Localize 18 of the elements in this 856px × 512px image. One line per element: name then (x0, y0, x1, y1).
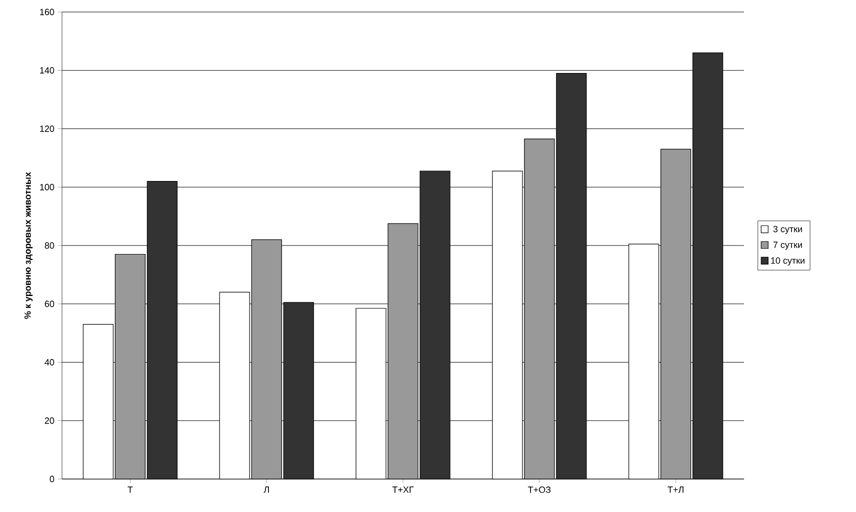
y-tick-label: 100 (40, 184, 54, 190)
legend-label: 7 сутки (773, 242, 802, 250)
x-tick-label: Л (264, 486, 269, 493)
y-axis-title: % к уровню здоровых животных (24, 172, 33, 319)
y-tick-label: 120 (40, 126, 54, 132)
x-tick-label: Т+ХГ (392, 486, 414, 493)
x-tick-label: Т+Л (668, 486, 684, 493)
x-tick-label: Т (128, 486, 133, 493)
legend-label: 10 сутки (771, 257, 804, 266)
y-tick-label: 60 (44, 300, 54, 308)
y-tick-label: 0 (50, 476, 54, 482)
y-tick-label: 160 (40, 8, 54, 16)
legend-label: 3 сутки (773, 226, 802, 234)
y-tick-label: 20 (44, 417, 54, 424)
x-tick-label: Т+ОЗ (528, 486, 551, 493)
y-tick-label: 80 (44, 242, 54, 249)
y-tick-label: 140 (40, 67, 54, 74)
y-tick-label: 40 (44, 359, 54, 366)
